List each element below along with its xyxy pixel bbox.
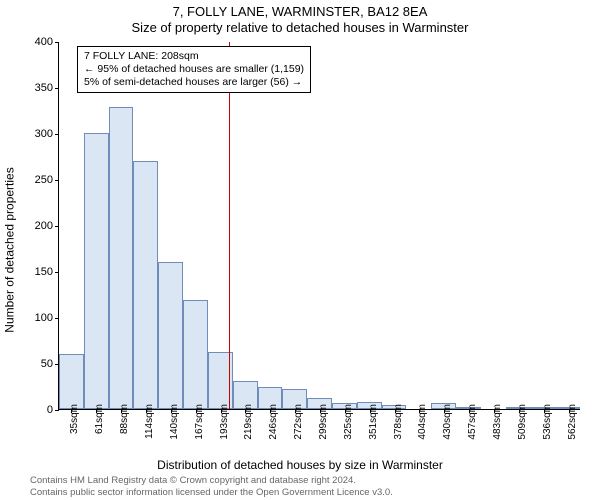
y-tick-label: 0 <box>47 404 53 416</box>
y-tick-label: 100 <box>35 312 53 324</box>
y-tick-label: 50 <box>41 358 53 370</box>
y-tick-label: 250 <box>35 174 53 186</box>
x-axis-label: Distribution of detached houses by size … <box>0 458 600 472</box>
bars-group <box>59 42 580 409</box>
annotation-line2: ← 95% of detached houses are smaller (1,… <box>84 63 304 76</box>
x-tick-label: 193sqm <box>219 404 230 440</box>
x-tick-label: 167sqm <box>194 404 205 440</box>
x-tick-label: 430sqm <box>442 404 453 440</box>
attribution-line1: Contains HM Land Registry data © Crown c… <box>30 475 393 486</box>
plot-area: 7 FOLLY LANE: 208sqm ← 95% of detached h… <box>58 42 580 410</box>
histogram-bar <box>109 107 134 409</box>
x-tick-label: 536sqm <box>542 404 553 440</box>
x-tick-label: 272sqm <box>293 404 304 440</box>
chart-container: 7, FOLLY LANE, WARMINSTER, BA12 8EA Size… <box>0 0 600 500</box>
y-tick-mark <box>55 88 59 89</box>
marker-line <box>229 42 230 409</box>
x-tick-label: 61sqm <box>94 404 105 434</box>
chart-subtitle: Size of property relative to detached ho… <box>0 20 600 35</box>
x-tick-label: 378sqm <box>393 404 404 440</box>
y-tick-label: 300 <box>35 128 53 140</box>
y-tick-label: 350 <box>35 82 53 94</box>
x-tick-label: 404sqm <box>417 404 428 440</box>
x-tick-label: 483sqm <box>492 404 503 440</box>
histogram-bar <box>183 300 208 409</box>
histogram-bar <box>133 161 158 409</box>
x-tick-label: 88sqm <box>119 404 130 434</box>
y-tick-mark <box>55 134 59 135</box>
x-tick-label: 351sqm <box>368 404 379 440</box>
y-tick-mark <box>55 180 59 181</box>
y-tick-mark <box>55 364 59 365</box>
attribution-line2: Contains public sector information licen… <box>30 487 393 498</box>
x-tick-label: 219sqm <box>243 404 254 440</box>
y-tick-mark <box>55 226 59 227</box>
annotation-box: 7 FOLLY LANE: 208sqm ← 95% of detached h… <box>77 46 311 93</box>
y-tick-label: 150 <box>35 266 53 278</box>
attribution: Contains HM Land Registry data © Crown c… <box>30 475 393 498</box>
y-tick-mark <box>55 410 59 411</box>
x-tick-label: 299sqm <box>318 404 329 440</box>
x-tick-label: 325sqm <box>343 404 354 440</box>
annotation-line3: 5% of semi-detached houses are larger (5… <box>84 76 304 89</box>
x-tick-label: 114sqm <box>144 404 155 439</box>
x-tick-label: 509sqm <box>517 404 528 440</box>
y-tick-mark <box>55 42 59 43</box>
x-tick-label: 457sqm <box>467 404 478 440</box>
y-tick-label: 400 <box>35 36 53 48</box>
x-tick-label: 246sqm <box>268 404 279 440</box>
y-tick-label: 200 <box>35 220 53 232</box>
y-axis-label-wrap: Number of detached properties <box>0 0 30 500</box>
histogram-bar <box>158 262 183 409</box>
y-tick-mark <box>55 272 59 273</box>
y-tick-mark <box>55 318 59 319</box>
x-tick-label: 562sqm <box>567 404 578 440</box>
chart-title-address: 7, FOLLY LANE, WARMINSTER, BA12 8EA <box>0 4 600 19</box>
histogram-bar <box>59 354 84 409</box>
annotation-line1: 7 FOLLY LANE: 208sqm <box>84 50 304 63</box>
y-axis-label: Number of detached properties <box>3 167 17 332</box>
x-tick-label: 35sqm <box>69 404 80 434</box>
histogram-bar <box>84 133 109 409</box>
x-tick-label: 140sqm <box>169 404 180 440</box>
